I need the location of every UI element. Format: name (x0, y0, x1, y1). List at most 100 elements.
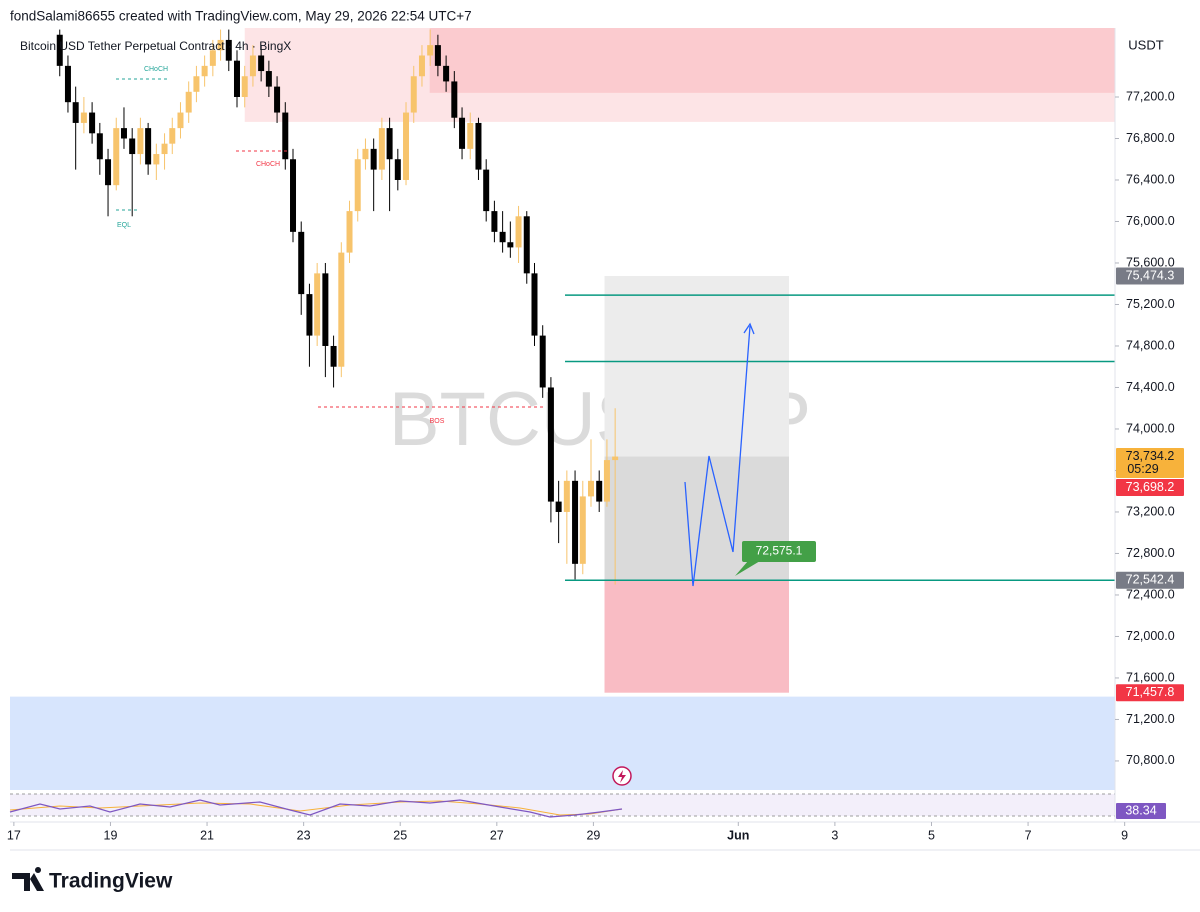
price-label: 73,734.2 (1126, 449, 1175, 463)
zones (10, 28, 1115, 790)
price-label-box (1116, 479, 1184, 497)
candle-body (587, 480, 594, 497)
rsi-label: 38.34 (1125, 803, 1156, 817)
candle-body (491, 211, 498, 232)
x-tick-label: 27 (490, 828, 504, 842)
logo-mark (12, 867, 44, 891)
candle-body (265, 71, 272, 87)
levels (565, 294, 1115, 581)
callout-label: 72,575.1 (756, 544, 803, 558)
x-tick-label: 25 (393, 828, 407, 842)
x-tick-label: 7 (1025, 828, 1032, 842)
candle-body (555, 501, 562, 512)
zone (429, 28, 1115, 93)
candle-body (354, 159, 361, 212)
candle-body (217, 39, 224, 51)
x-tick-label: 21 (200, 828, 214, 842)
candle-body (201, 65, 208, 77)
price-label: 73,698.2 (1126, 480, 1175, 494)
candle-body (427, 45, 434, 56)
price-label-box (1116, 571, 1184, 589)
rsi-label-box (1116, 803, 1166, 819)
y-tick-label: 72,000.0 (1126, 629, 1175, 643)
candle-body (539, 335, 546, 388)
candle-body (96, 133, 103, 160)
candle-body (507, 242, 514, 248)
candle-body (403, 112, 410, 180)
candle-body (233, 60, 240, 97)
candle-body (120, 128, 127, 139)
candle-body (330, 345, 337, 367)
x-tick-label: 3 (831, 828, 838, 842)
candle-body (378, 128, 385, 170)
candle-body (459, 117, 466, 149)
x-tick-label: 29 (586, 828, 600, 842)
candle-body (225, 39, 232, 61)
candle-body (193, 76, 200, 92)
candle-body (105, 159, 112, 186)
candle-body (314, 273, 321, 336)
candle-body (241, 76, 248, 97)
candle-body (418, 55, 425, 77)
projection-path (684, 325, 751, 587)
candle-body (523, 216, 530, 274)
countdown: 05:29 (1127, 462, 1158, 476)
rsi-line (9, 799, 623, 818)
candle-body (483, 169, 490, 212)
candle-body (596, 480, 603, 502)
candle-body (249, 55, 256, 77)
y-tick-label: 72,400.0 (1126, 587, 1175, 601)
candle-body (298, 231, 305, 295)
candles (56, 29, 619, 585)
x-tick-label: 19 (104, 828, 118, 842)
x-tick-label: 9 (1121, 828, 1128, 842)
y-tick-label: 76,800.0 (1126, 131, 1175, 145)
projection-arrowhead (743, 322, 755, 335)
rsi-band (10, 794, 1115, 816)
candle-body (282, 112, 289, 160)
event-icon-bolt (618, 770, 626, 783)
annotation: EQL (117, 222, 131, 229)
candle-body (113, 128, 120, 186)
chart-title: Bitcoin USD Tether Perpetual Contract · … (20, 39, 291, 53)
y-tick-label: 77,200.0 (1126, 89, 1175, 103)
y-tick-label: 74,000.0 (1126, 421, 1175, 435)
x-tick-label: Jun (727, 828, 749, 842)
annotation: BOS (430, 418, 445, 425)
header: fondSalami86655 created with TradingView… (10, 9, 472, 24)
candle-body (443, 65, 450, 82)
candle-body (612, 456, 619, 461)
y-tick-label: 76,400.0 (1126, 172, 1175, 186)
y-tick-label: 74,400.0 (1126, 380, 1175, 394)
candle-body (290, 159, 297, 232)
y-tick-label: 75,200.0 (1126, 297, 1175, 311)
candle-body (499, 231, 506, 243)
candle-body (64, 65, 71, 103)
y-tick-label: 71,600.0 (1126, 670, 1175, 684)
candle-body (89, 112, 96, 134)
price-labels: 75,474.3 73,734.205:29 73,698.2 72,542.4 71,… (1116, 267, 1184, 819)
candle-body (274, 86, 281, 113)
callout-pointer (735, 561, 760, 576)
candle-body (579, 496, 586, 564)
price-label: 71,457.8 (1126, 685, 1175, 699)
candle-body (370, 148, 377, 170)
zone (10, 696, 1115, 790)
candle-body (322, 273, 329, 346)
candle-body (129, 138, 136, 155)
callout-box (742, 541, 816, 562)
x-tick-label: 5 (928, 828, 935, 842)
candle-body (137, 128, 144, 155)
y-tick-label: 70,800.0 (1126, 753, 1175, 767)
candle-body (362, 148, 369, 160)
candle-body (515, 216, 522, 248)
candle-body (153, 154, 160, 165)
axes: 70,800.0 71,200.0 71,600.0 72,000.0 72,400.0… (7, 89, 1175, 842)
position-tool (604, 276, 790, 693)
candle-body (547, 387, 554, 502)
price-label-box (1116, 267, 1184, 285)
annotation: CHoCH (144, 66, 168, 73)
candle-body (394, 159, 401, 180)
